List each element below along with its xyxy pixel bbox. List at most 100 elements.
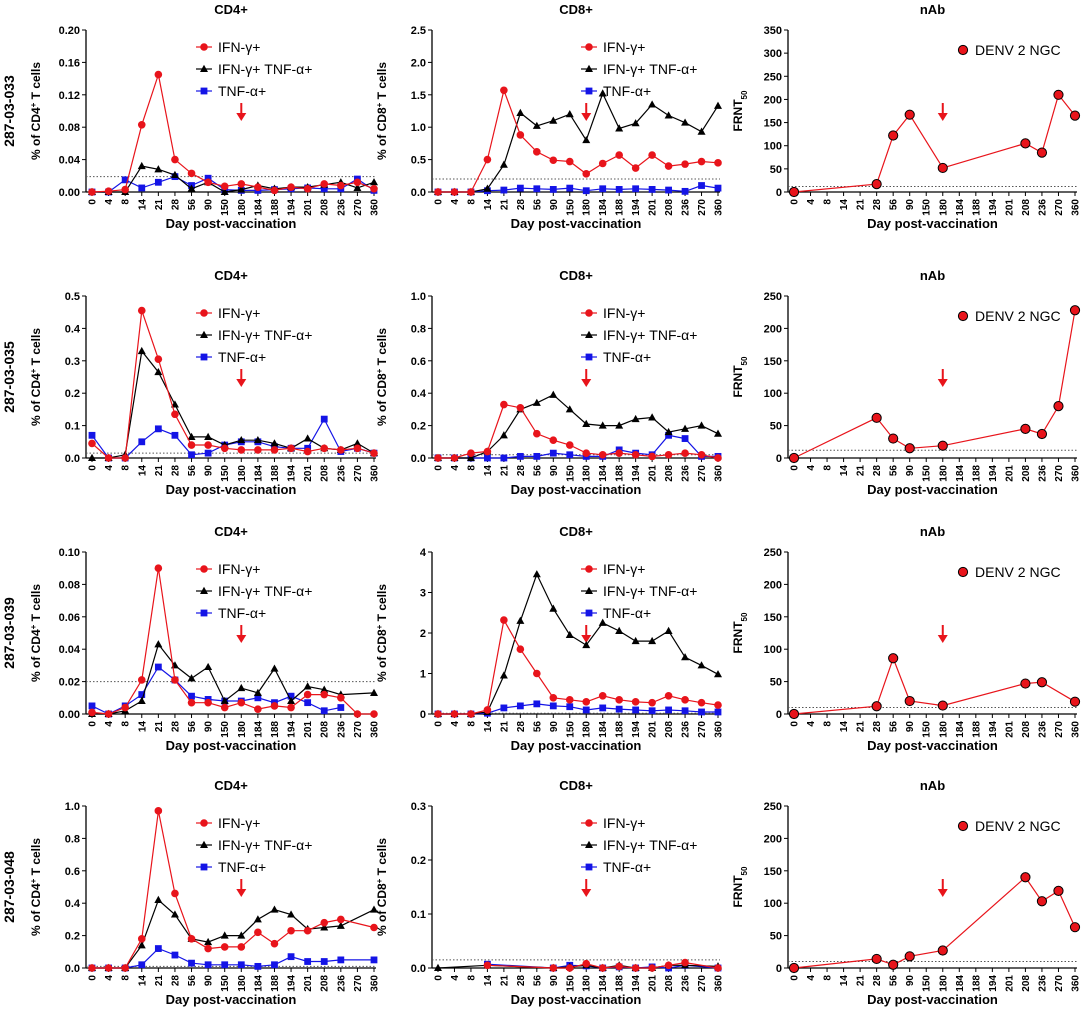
x-tick-label: 14 xyxy=(839,465,850,477)
data-point-ifn xyxy=(187,441,196,449)
series-ifn xyxy=(88,306,378,462)
series-line-dbl xyxy=(92,643,375,715)
data-point-ifn-tnf xyxy=(532,121,541,129)
x-tick-label: 188 xyxy=(971,721,982,738)
x-tick-label: 4 xyxy=(806,465,817,471)
data-point-ifn xyxy=(337,694,345,702)
x-axis-label: Day post-vaccination xyxy=(511,992,642,1007)
x-tick-label: 21 xyxy=(154,199,165,211)
data-point-tnf xyxy=(304,699,312,707)
data-point-ifn xyxy=(714,964,722,972)
data-point-nab xyxy=(937,945,948,956)
data-point-tnf xyxy=(320,185,328,193)
data-point-ifn-tnf xyxy=(137,346,146,355)
data-point-tnf xyxy=(287,953,295,961)
x-tick-label: 188 xyxy=(270,199,281,216)
x-tick-label: 201 xyxy=(303,721,314,738)
data-point-ifn xyxy=(204,698,212,707)
series-ifn xyxy=(434,400,722,462)
y-tick-label: 0.4 xyxy=(65,898,81,910)
data-point-ifn xyxy=(287,703,295,712)
series-line-nab xyxy=(793,93,1076,193)
data-point-ifn-tnf xyxy=(204,937,213,946)
y-tick-label: 100 xyxy=(764,898,782,910)
data-point-ifn xyxy=(697,698,706,707)
data-point-ifn xyxy=(631,964,640,972)
x-tick-label: 150 xyxy=(220,975,231,992)
x-tick-label: 180 xyxy=(582,465,593,482)
data-point-tnf xyxy=(271,961,278,969)
x-tick-label: 184 xyxy=(598,465,609,482)
x-tick-label: 236 xyxy=(681,721,692,738)
x-tick-label: 28 xyxy=(872,199,883,211)
data-point-ifn-tnf xyxy=(434,963,442,971)
series-nab xyxy=(788,872,1081,974)
y-axis-label: % of CD8+ T cells xyxy=(375,838,390,936)
x-tick-label: 188 xyxy=(270,721,281,738)
data-point-ifn xyxy=(104,964,113,972)
x-tick-label: 4 xyxy=(806,721,817,727)
y-axis-label: % of CD8+ T cells xyxy=(375,62,390,160)
x-tick-label: 8 xyxy=(121,199,132,205)
data-point-ifn xyxy=(254,446,262,454)
data-point-ifn-tnf xyxy=(499,431,508,439)
x-tick-label: 180 xyxy=(237,975,248,992)
x-axis-label: Day post-vaccination xyxy=(166,216,297,231)
data-point-ifn xyxy=(137,935,146,943)
x-tick-label: 0 xyxy=(434,465,445,471)
y-tick-label: 4 xyxy=(420,547,427,559)
x-tick-label: 56 xyxy=(889,199,900,211)
data-point-nab xyxy=(937,162,948,174)
data-point-ifn xyxy=(565,441,574,449)
series-line-dbl xyxy=(92,165,375,193)
x-tick-label: 56 xyxy=(187,721,198,733)
data-point-ifn xyxy=(220,182,229,191)
data-point-ifn xyxy=(467,449,475,457)
x-tick-label: 194 xyxy=(631,199,642,216)
y-axis-label: FRNT50 xyxy=(731,356,749,397)
data-point-ifn xyxy=(104,187,113,195)
x-tick-label: 236 xyxy=(681,199,692,216)
x-tick-label: 8 xyxy=(466,975,477,981)
data-point-ifn xyxy=(320,444,329,453)
y-tick-label: 0.04 xyxy=(59,155,81,167)
data-point-ifn xyxy=(353,710,362,718)
data-point-tnf xyxy=(138,691,146,698)
data-point-ifn-tnf xyxy=(549,390,558,398)
x-tick-label: 184 xyxy=(598,721,609,738)
y-tick-label: 1 xyxy=(420,669,426,681)
data-point-ifn xyxy=(270,446,279,454)
x-tick-label: 180 xyxy=(582,721,593,738)
x-tick-label: 56 xyxy=(532,721,543,733)
y-tick-label: 200 xyxy=(764,833,782,845)
x-tick-label: 90 xyxy=(204,975,215,987)
x-tick-label: 28 xyxy=(872,465,883,477)
x-tick-label: 194 xyxy=(988,465,999,482)
series-line-nab xyxy=(793,876,1076,969)
data-point-ifn xyxy=(648,964,656,972)
data-point-ifn-tnf xyxy=(154,640,163,648)
x-axis-label: Day post-vaccination xyxy=(166,482,297,497)
data-point-nab xyxy=(788,708,800,720)
data-point-nab xyxy=(957,310,969,322)
data-point-ifn-tnf xyxy=(582,419,591,427)
data-point-ifn xyxy=(187,935,196,943)
data-point-ifn xyxy=(582,449,591,457)
legend-label: IFN-γ+ xyxy=(218,39,260,55)
x-tick-label: 150 xyxy=(220,721,231,738)
y-tick-label: 150 xyxy=(764,118,782,130)
data-point-ifn xyxy=(187,698,196,707)
y-tick-label: 0.8 xyxy=(65,833,80,845)
x-tick-label: 8 xyxy=(121,975,132,981)
data-point-ifn xyxy=(137,306,146,315)
data-point-nab xyxy=(871,953,882,965)
subject-label: 287-03-033 xyxy=(1,75,17,147)
data-point-tnf xyxy=(500,454,508,462)
y-tick-label: 300 xyxy=(764,48,782,60)
data-point-nab xyxy=(1069,110,1081,121)
data-point-nab xyxy=(888,130,899,141)
data-point-ifn xyxy=(467,710,475,718)
data-point-tnf xyxy=(516,452,524,460)
x-tick-label: 4 xyxy=(450,465,461,471)
y-tick-label: 200 xyxy=(764,579,782,591)
